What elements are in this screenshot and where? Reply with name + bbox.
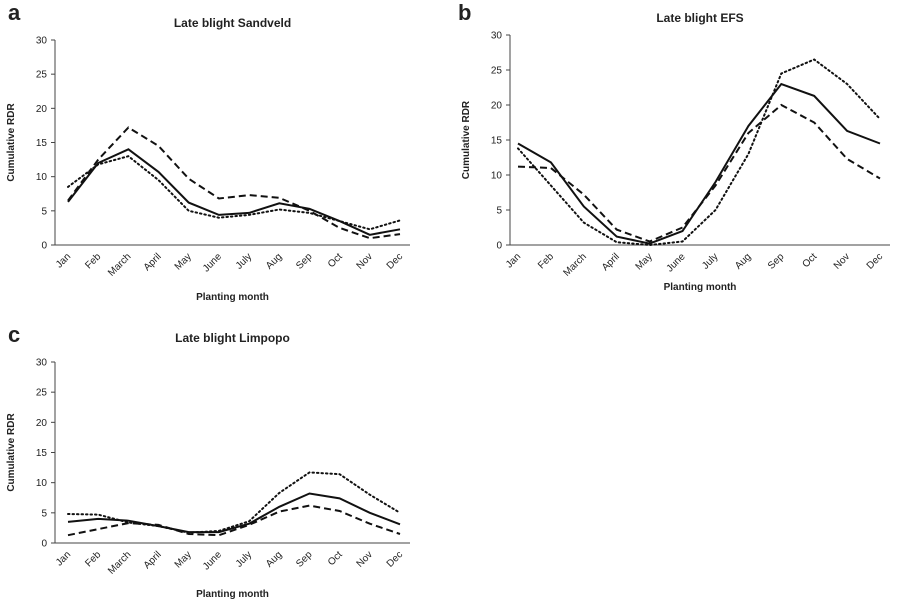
series-line bbox=[67, 126, 401, 240]
x-tick-label: Aug bbox=[264, 251, 284, 271]
x-tick-label: April bbox=[142, 251, 164, 273]
x-tick-label: Nov bbox=[355, 251, 375, 271]
y-tick-label: 15 bbox=[36, 138, 48, 149]
y-tick-label: 15 bbox=[491, 136, 503, 147]
series-line bbox=[67, 148, 401, 236]
y-tick-label: 20 bbox=[36, 418, 48, 429]
x-tick-label: Nov bbox=[355, 549, 375, 569]
panel: a Late blight Sandveld Cumulative RDR Plant… bbox=[6, 0, 410, 303]
x-tick-label: July bbox=[234, 251, 254, 271]
x-tick-label: Jan bbox=[54, 549, 73, 568]
y-axis-label: Cumulative RDR bbox=[461, 100, 472, 179]
x-tick-label: July bbox=[700, 251, 720, 271]
panel: b Late blight EFS Cumulative RDR Planting m… bbox=[458, 0, 890, 293]
x-tick-label: Aug bbox=[264, 549, 284, 569]
x-tick-label: Jan bbox=[504, 251, 523, 270]
x-tick-label: Oct bbox=[801, 251, 820, 270]
y-tick-label: 30 bbox=[36, 36, 48, 47]
y-axis-label: Cumulative RDR bbox=[6, 103, 17, 182]
y-tick-label: 20 bbox=[36, 104, 48, 115]
x-tick-label: Feb bbox=[83, 549, 103, 569]
series-line bbox=[67, 504, 401, 537]
panel: c Late blight Limpopo Cumulative RDR Planti… bbox=[6, 322, 410, 600]
y-tick-label: 30 bbox=[36, 358, 48, 369]
chart-title: Late blight Limpopo bbox=[175, 331, 290, 345]
x-tick-label: Jan bbox=[54, 251, 73, 270]
x-tick-label: March bbox=[106, 549, 133, 576]
x-tick-label: March bbox=[106, 251, 133, 278]
y-tick-label: 5 bbox=[41, 508, 47, 519]
y-tick-label: 5 bbox=[496, 206, 502, 217]
series-line bbox=[517, 103, 881, 243]
x-tick-label: April bbox=[142, 549, 164, 571]
y-axis-label: Cumulative RDR bbox=[6, 413, 17, 492]
x-tick-label: July bbox=[234, 549, 254, 569]
y-tick-label: 5 bbox=[41, 206, 47, 217]
x-tick-label: May bbox=[634, 251, 655, 272]
x-tick-label: March bbox=[562, 251, 589, 278]
panel-label: b bbox=[458, 0, 471, 25]
x-tick-label: April bbox=[600, 251, 622, 273]
y-tick-label: 10 bbox=[36, 478, 48, 489]
x-tick-label: Feb bbox=[83, 251, 103, 271]
x-axis-label: Planting month bbox=[196, 292, 269, 303]
y-tick-label: 20 bbox=[491, 101, 503, 112]
y-tick-label: 15 bbox=[36, 448, 48, 459]
series-line bbox=[67, 471, 401, 534]
y-tick-label: 0 bbox=[496, 241, 502, 252]
x-tick-label: Dec bbox=[385, 549, 405, 569]
y-tick-label: 0 bbox=[41, 241, 47, 252]
chart-title: Late blight EFS bbox=[656, 11, 743, 25]
x-tick-label: Oct bbox=[326, 251, 345, 270]
y-tick-label: 25 bbox=[36, 70, 48, 81]
x-tick-label: June bbox=[201, 251, 224, 274]
series-line bbox=[517, 82, 881, 245]
y-tick-label: 25 bbox=[491, 66, 503, 77]
x-tick-label: Sep bbox=[766, 251, 787, 272]
panel-label: c bbox=[8, 322, 20, 347]
y-tick-label: 10 bbox=[36, 172, 48, 183]
y-tick-label: 30 bbox=[491, 31, 503, 42]
series-line bbox=[517, 58, 881, 247]
y-tick-label: 0 bbox=[41, 539, 47, 550]
x-tick-label: Oct bbox=[326, 549, 345, 568]
x-axis-label: Planting month bbox=[196, 589, 269, 600]
y-tick-label: 25 bbox=[36, 388, 48, 399]
x-tick-label: Dec bbox=[385, 251, 405, 271]
x-tick-label: May bbox=[173, 251, 194, 272]
series-line bbox=[67, 155, 401, 231]
panel-label: a bbox=[8, 0, 21, 25]
chart-title: Late blight Sandveld bbox=[174, 16, 291, 30]
x-tick-label: Aug bbox=[733, 251, 753, 271]
x-tick-label: Dec bbox=[865, 251, 885, 271]
x-tick-label: Nov bbox=[832, 251, 852, 271]
y-tick-label: 10 bbox=[491, 171, 503, 182]
x-tick-label: June bbox=[201, 549, 224, 572]
x-tick-label: May bbox=[173, 549, 194, 570]
x-tick-label: Sep bbox=[294, 549, 315, 570]
x-axis-label: Planting month bbox=[664, 282, 737, 293]
x-tick-label: Feb bbox=[536, 251, 556, 271]
x-tick-label: June bbox=[665, 251, 688, 274]
x-tick-label: Sep bbox=[294, 251, 315, 272]
